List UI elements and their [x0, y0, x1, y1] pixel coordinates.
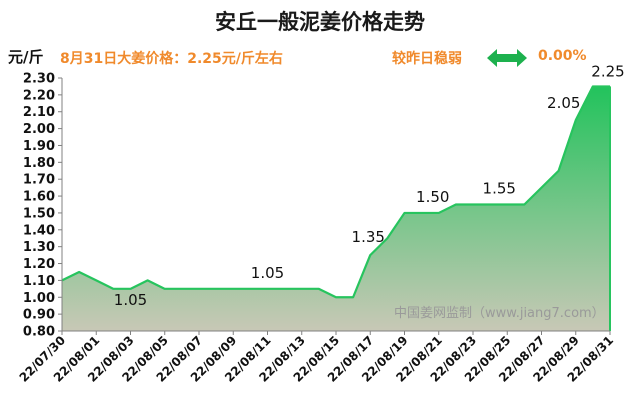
data-label: 1.05 [251, 264, 284, 282]
price-line [61, 85, 610, 299]
data-label: 2.25 [591, 62, 624, 80]
y-tick-label: 1.30 [23, 240, 55, 255]
price-area [62, 86, 610, 331]
y-tick-label: 0.80 [23, 325, 55, 340]
y-tick-label: 2.10 [23, 105, 55, 120]
y-tick-label: 1.10 [23, 274, 55, 289]
chart-title: 安丘一般泥姜价格走势 [215, 10, 425, 34]
y-tick-label: 1.40 [23, 223, 55, 238]
y-tick-label: 1.20 [23, 257, 55, 272]
data-label: 1.05 [114, 291, 147, 309]
y-tick-label: 1.70 [23, 173, 55, 188]
compare-value: 0.00% [538, 48, 587, 64]
y-tick-label: 0.90 [23, 308, 55, 323]
price-note: 8月31日大姜价格：2.25元/斤左右 [60, 51, 283, 67]
data-label: 1.55 [483, 180, 516, 198]
y-tick-label: 1.60 [23, 190, 55, 205]
watermark: 中国姜网监制（www.jiang7.com） [394, 306, 605, 321]
y-tick-label: 1.50 [23, 206, 55, 221]
double-arrow-icon [487, 49, 527, 67]
y-axis-unit: 元/斤 [8, 48, 44, 66]
y-tick-label: 1.80 [23, 156, 55, 171]
y-tick-label: 2.20 [23, 88, 55, 103]
compare-label: 较昨日稳弱 [392, 51, 462, 67]
y-tick-label: 2.00 [23, 122, 55, 137]
data-label: 1.50 [416, 188, 449, 206]
y-tick-label: 2.30 [23, 72, 55, 87]
y-tick-label: 1.00 [23, 291, 55, 306]
y-tick-label: 1.90 [23, 139, 55, 154]
data-label: 2.05 [547, 94, 580, 112]
data-label: 1.35 [352, 228, 385, 246]
